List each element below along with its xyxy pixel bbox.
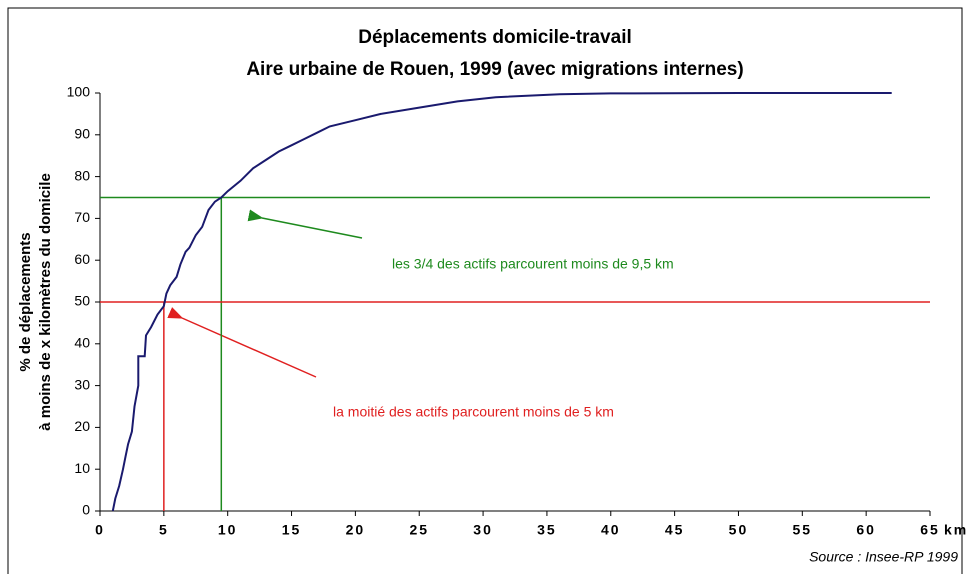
- curve: [111, 92, 892, 512]
- x-tick-label: 40: [601, 522, 621, 538]
- y-tick-label: 40: [74, 335, 90, 351]
- arrow: [247, 209, 363, 239]
- annotation: les 3/4 des actifs parcourent moins de 9…: [392, 256, 674, 272]
- arrow: [167, 307, 317, 378]
- y-axis-label: % de déplacements: [17, 232, 34, 371]
- y-tick-label: 0: [82, 502, 90, 518]
- y-tick-label: 80: [74, 167, 90, 183]
- x-tick-label: 15: [282, 522, 302, 538]
- source: Source : Insee-RP 1999: [809, 549, 958, 565]
- y-tick-label: 50: [74, 293, 90, 309]
- y-tick-label: 20: [74, 418, 90, 434]
- y-tick-label: 60: [74, 251, 90, 267]
- x-tick-label: 10: [218, 522, 238, 538]
- frame: [7, 7, 963, 574]
- y-tick-label: 90: [74, 126, 90, 142]
- x-tick-label: 55: [793, 522, 813, 538]
- x-tick-label: 0: [95, 522, 105, 538]
- y-tick-label: 30: [74, 376, 90, 392]
- x-tick-label: 35: [537, 522, 557, 538]
- x-tick-label: 30: [473, 522, 493, 538]
- annotation: la moitié des actifs parcourent moins de…: [333, 404, 614, 420]
- y-axis-label: à moins de x kilomètres du domicile: [37, 173, 54, 431]
- x-tick-label: 25: [409, 522, 429, 538]
- x-tick-label: 20: [346, 522, 366, 538]
- y-tick-label: 70: [74, 209, 90, 225]
- x-tick-label: 50: [729, 522, 749, 538]
- x-axis-label: km: [944, 522, 968, 538]
- x-tick-label: 45: [665, 522, 685, 538]
- chart-title: Déplacements domicile-travail: [358, 27, 632, 48]
- y-tick-label: 100: [67, 84, 91, 100]
- x-tick-label: 5: [159, 522, 169, 538]
- chart-subtitle: Aire urbaine de Rouen, 1999 (avec migrat…: [246, 59, 743, 80]
- y-tick-label: 10: [74, 460, 90, 476]
- x-tick-label: 65: [920, 522, 940, 538]
- x-tick-label: 60: [856, 522, 876, 538]
